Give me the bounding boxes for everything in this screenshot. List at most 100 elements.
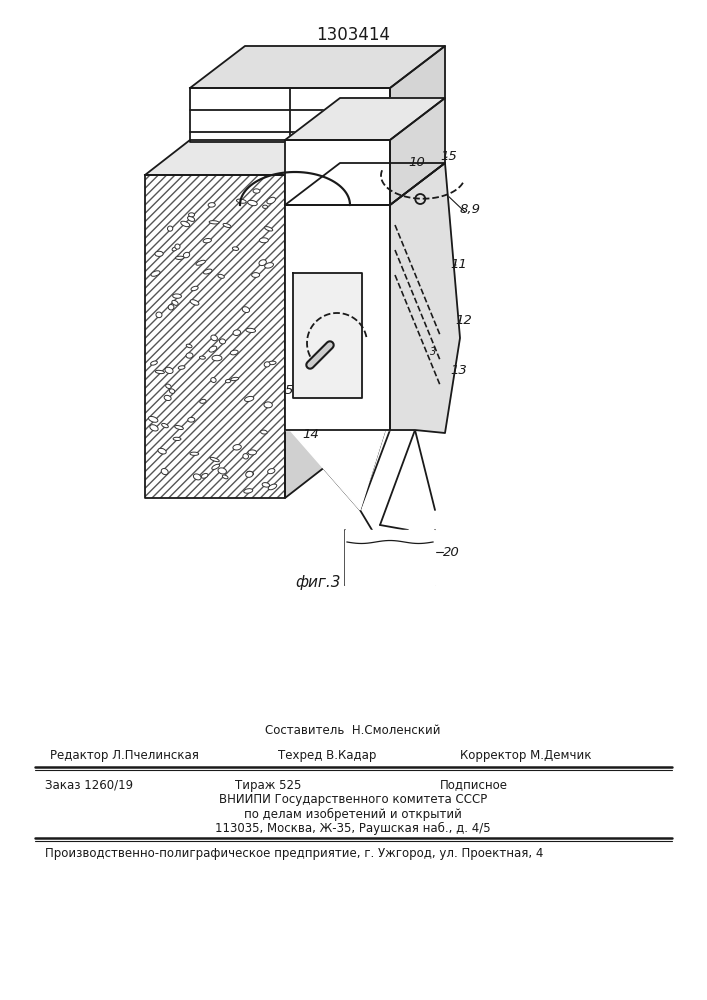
Ellipse shape <box>262 205 268 208</box>
Polygon shape <box>145 175 285 498</box>
Text: 1303414: 1303414 <box>316 26 390 44</box>
Ellipse shape <box>172 247 177 251</box>
Ellipse shape <box>219 339 226 344</box>
Ellipse shape <box>243 307 250 313</box>
Text: 12: 12 <box>455 314 472 326</box>
Ellipse shape <box>218 274 224 278</box>
Ellipse shape <box>245 396 254 402</box>
Text: Тираж 525: Тираж 525 <box>235 778 301 792</box>
Ellipse shape <box>173 437 181 441</box>
Text: 10: 10 <box>408 155 425 168</box>
Ellipse shape <box>246 328 255 332</box>
Ellipse shape <box>268 484 276 490</box>
Ellipse shape <box>211 335 218 341</box>
Text: 11: 11 <box>450 258 467 271</box>
Ellipse shape <box>210 457 219 462</box>
Ellipse shape <box>211 378 216 382</box>
Ellipse shape <box>230 350 238 355</box>
Ellipse shape <box>186 353 193 358</box>
Ellipse shape <box>243 454 248 459</box>
Ellipse shape <box>212 464 220 469</box>
Ellipse shape <box>244 489 252 493</box>
Polygon shape <box>190 88 390 142</box>
Ellipse shape <box>168 226 173 231</box>
Ellipse shape <box>165 367 173 374</box>
Ellipse shape <box>200 399 206 403</box>
Ellipse shape <box>230 377 238 381</box>
Text: 3: 3 <box>430 347 436 357</box>
Ellipse shape <box>247 200 257 206</box>
Text: 5: 5 <box>285 383 293 396</box>
Ellipse shape <box>201 473 208 478</box>
Ellipse shape <box>190 452 199 455</box>
Ellipse shape <box>191 286 198 291</box>
Ellipse shape <box>164 395 171 401</box>
Polygon shape <box>285 140 390 205</box>
Text: Техред В.Кадар: Техред В.Кадар <box>278 750 376 762</box>
Ellipse shape <box>261 430 267 434</box>
Ellipse shape <box>264 227 273 231</box>
Ellipse shape <box>245 471 253 477</box>
Ellipse shape <box>162 423 168 428</box>
Ellipse shape <box>194 474 201 480</box>
Ellipse shape <box>204 269 212 274</box>
Polygon shape <box>145 140 330 175</box>
Text: Производственно-полиграфическое предприятие, г. Ужгород, ул. Проектная, 4: Производственно-полиграфическое предприя… <box>45 848 544 860</box>
Ellipse shape <box>150 425 158 431</box>
Ellipse shape <box>209 346 217 352</box>
Polygon shape <box>390 163 460 433</box>
Ellipse shape <box>172 300 178 305</box>
Ellipse shape <box>259 238 269 243</box>
Ellipse shape <box>148 416 158 422</box>
Polygon shape <box>390 98 445 205</box>
Ellipse shape <box>165 384 171 388</box>
Ellipse shape <box>208 203 215 207</box>
Bar <box>145 175 285 498</box>
Text: ВНИИПИ Государственного комитета СССР: ВНИИПИ Государственного комитета СССР <box>219 794 487 806</box>
Ellipse shape <box>247 471 254 475</box>
Ellipse shape <box>190 300 199 305</box>
Polygon shape <box>190 46 445 88</box>
Ellipse shape <box>175 244 180 249</box>
Ellipse shape <box>212 355 222 361</box>
Ellipse shape <box>181 221 189 227</box>
Ellipse shape <box>196 260 206 265</box>
Ellipse shape <box>151 271 160 276</box>
Ellipse shape <box>175 256 184 259</box>
Ellipse shape <box>161 469 168 475</box>
Text: 13: 13 <box>450 363 467 376</box>
Ellipse shape <box>253 189 260 193</box>
Ellipse shape <box>183 252 189 258</box>
Text: по делам изобретений и открытий: по делам изобретений и открытий <box>244 807 462 821</box>
Ellipse shape <box>233 247 239 250</box>
Ellipse shape <box>209 221 219 224</box>
Ellipse shape <box>199 356 205 359</box>
Ellipse shape <box>262 483 269 487</box>
Ellipse shape <box>268 361 276 365</box>
Ellipse shape <box>187 216 194 221</box>
Ellipse shape <box>222 475 228 479</box>
Ellipse shape <box>158 448 166 454</box>
Ellipse shape <box>237 199 246 203</box>
Ellipse shape <box>156 312 162 318</box>
Ellipse shape <box>233 330 240 335</box>
Ellipse shape <box>189 213 194 217</box>
Ellipse shape <box>203 238 211 243</box>
Polygon shape <box>293 273 362 398</box>
Polygon shape <box>285 98 445 140</box>
Ellipse shape <box>264 263 274 268</box>
Ellipse shape <box>233 445 241 450</box>
Text: фиг.3: фиг.3 <box>295 574 341 589</box>
Text: Подписное: Подписное <box>440 778 508 792</box>
Text: 8,9: 8,9 <box>460 204 481 217</box>
Ellipse shape <box>226 379 230 383</box>
Ellipse shape <box>188 417 195 422</box>
Ellipse shape <box>218 468 226 474</box>
Polygon shape <box>285 163 445 205</box>
Ellipse shape <box>173 294 182 298</box>
Text: 20: 20 <box>443 546 460 558</box>
Text: 113035, Москва, Ж-35, Раушская наб., д. 4/5: 113035, Москва, Ж-35, Раушская наб., д. … <box>215 821 491 835</box>
Ellipse shape <box>259 260 267 266</box>
Ellipse shape <box>168 305 174 310</box>
Ellipse shape <box>186 344 192 348</box>
